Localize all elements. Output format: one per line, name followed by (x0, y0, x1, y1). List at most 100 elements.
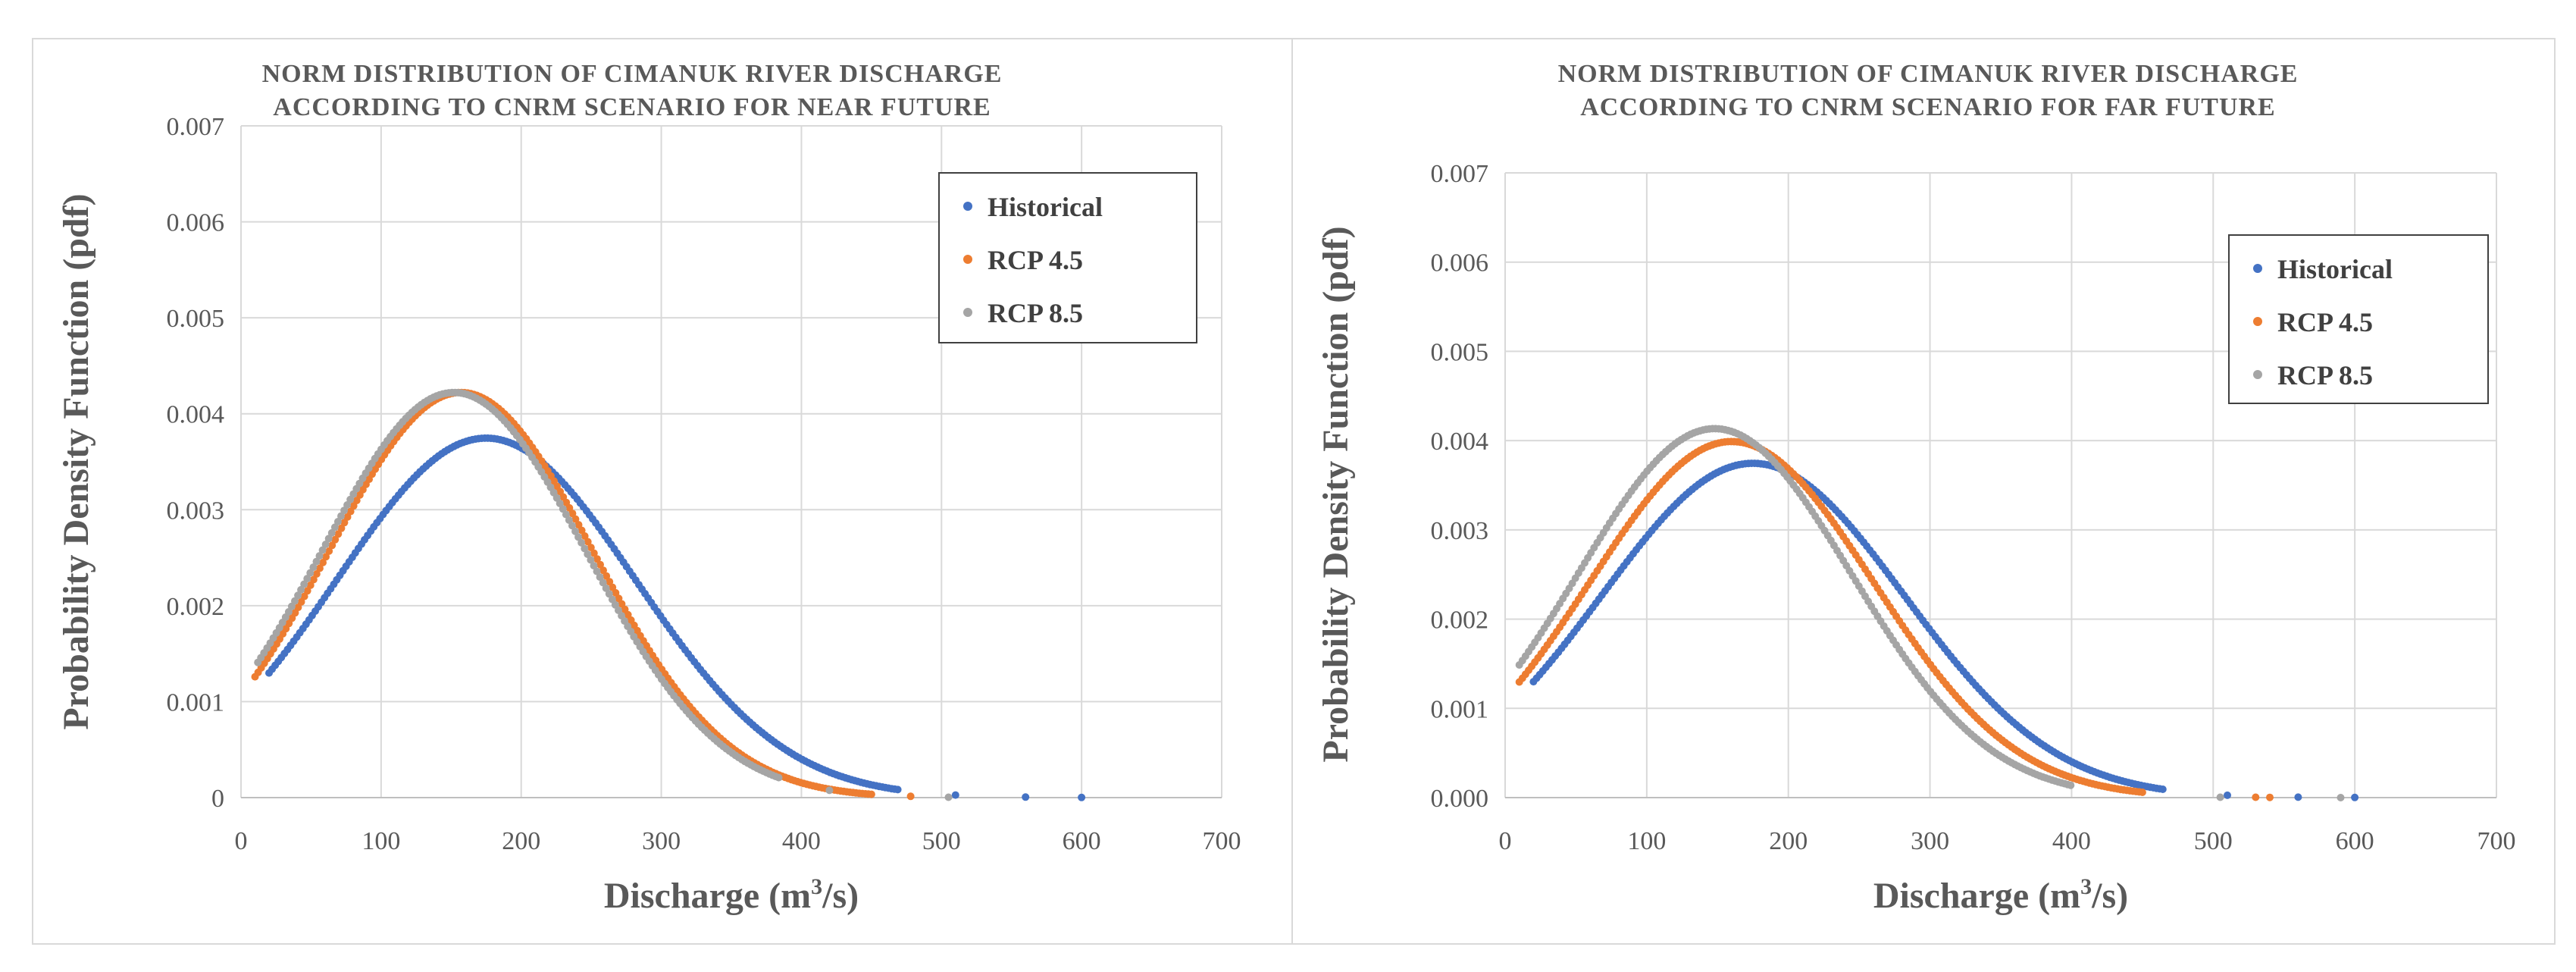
x-tick-label: 400 (2052, 827, 2091, 855)
data-point (312, 557, 321, 566)
data-point (568, 522, 576, 530)
legend-marker (2253, 317, 2262, 326)
data-point (612, 588, 620, 597)
y-tick-label: 0.003 (1431, 517, 1489, 545)
data-point (581, 532, 589, 540)
data-point (565, 516, 573, 524)
data-point (584, 550, 592, 558)
series-rcp-4-5 (251, 388, 915, 801)
legend-label: Historical (988, 192, 1103, 222)
data-point (2067, 781, 2075, 789)
data-point (599, 578, 607, 587)
data-point (330, 523, 339, 531)
x-axis-label-main: Discharge (m (604, 876, 811, 916)
x-tick-label: 0 (235, 827, 248, 855)
data-point (609, 583, 617, 591)
y-tick-label: 0.002 (1431, 607, 1489, 635)
data-point (577, 538, 586, 547)
data-point-outlier (1078, 793, 1086, 801)
data-point (309, 575, 318, 584)
data-point (297, 585, 305, 594)
series-historical (1529, 459, 2359, 801)
y-tick-label: 0.002 (167, 593, 225, 621)
data-point (590, 549, 598, 557)
y-axis-label: Probability Density Function (pdf) (1316, 226, 1356, 762)
legend-label: RCP 8.5 (988, 298, 1083, 328)
data-point (300, 580, 308, 588)
x-tick-label: 700 (2477, 827, 2516, 855)
legend-label: RCP 4.5 (988, 245, 1083, 275)
legend-box (938, 172, 1197, 343)
data-point (602, 584, 610, 592)
series-rcp-8-5 (254, 388, 953, 801)
chart-panel-near-future: NORM DISTRIBUTION OF CIMANUK RIVER DISCH… (32, 38, 1296, 945)
data-point (562, 510, 570, 519)
data-point (565, 503, 574, 512)
data-point (577, 526, 586, 535)
x-tick-label: 200 (1769, 827, 1808, 855)
x-tick-label: 300 (1911, 827, 1949, 855)
data-point (337, 512, 345, 520)
x-axis-label-superscript: 3 (2080, 874, 2092, 899)
data-point (306, 581, 315, 589)
data-point (300, 592, 308, 600)
x-axis-label-main: Discharge (m (1873, 876, 2080, 916)
data-point (340, 519, 349, 527)
chart-title-line-2: ACCORDING TO CNRM SCENARIO FOR NEAR FUTU… (273, 93, 991, 121)
data-point (303, 587, 311, 595)
data-point (603, 572, 611, 580)
data-point (346, 507, 355, 516)
chart-far-future: NORM DISTRIBUTION OF CIMANUK RIVER DISCH… (1316, 60, 2516, 916)
data-point-outlier (944, 793, 953, 801)
x-axis-label-tail: /s) (822, 876, 859, 916)
data-point (303, 575, 311, 583)
series-historical (265, 434, 1086, 801)
chart-title-line-2: ACCORDING TO CNRM SCENARIO FOR FAR FUTUR… (1580, 93, 2275, 121)
y-tick-label: 0.005 (1431, 338, 1489, 366)
y-tick-label: 0.003 (167, 497, 225, 525)
y-tick-label: 0.006 (1431, 249, 1489, 277)
data-point (309, 563, 318, 572)
data-point (571, 515, 580, 523)
data-point-outlier (2294, 793, 2302, 801)
data-point (2138, 789, 2146, 796)
data-point (894, 785, 902, 794)
data-point (321, 541, 330, 548)
y-tick-label: 0.004 (167, 401, 225, 429)
data-point-outlier (2216, 793, 2224, 801)
legend-marker (963, 308, 972, 317)
legend-label: Historical (2277, 254, 2393, 284)
data-point (593, 555, 601, 563)
data-point (590, 562, 598, 570)
data-point (334, 530, 343, 538)
series-rcp-8-5 (1515, 425, 2345, 801)
x-axis-label: Discharge (m3/s) (604, 874, 859, 916)
data-point (556, 500, 564, 507)
x-tick-label: 700 (1203, 827, 1241, 855)
data-point-outlier (2337, 794, 2345, 801)
data-point-outlier (2224, 791, 2231, 799)
data-point (587, 556, 595, 564)
data-point-outlier (2252, 793, 2260, 801)
data-point (596, 560, 604, 569)
data-point (312, 570, 321, 578)
data-point (319, 559, 327, 566)
legend-marker (963, 202, 972, 211)
data-point (581, 544, 589, 553)
x-tick-label: 0 (1499, 827, 1512, 855)
y-tick-label: 0.006 (167, 209, 225, 237)
data-point (867, 790, 875, 798)
data-point (606, 578, 614, 586)
data-point (291, 597, 299, 605)
data-point (343, 513, 352, 521)
y-tick-label: 0.001 (167, 688, 225, 716)
y-tick-label: 0.007 (1431, 160, 1489, 188)
y-tick-label: 0.005 (167, 305, 225, 333)
x-axis-label-superscript: 3 (811, 874, 822, 899)
legend-label: RCP 4.5 (2277, 307, 2373, 337)
x-tick-label: 600 (1063, 827, 1101, 855)
x-tick-label: 100 (1627, 827, 1666, 855)
data-point (593, 567, 601, 575)
data-point (294, 591, 302, 600)
chart-title-line-1: NORM DISTRIBUTION OF CIMANUK RIVER DISCH… (1558, 60, 2299, 88)
